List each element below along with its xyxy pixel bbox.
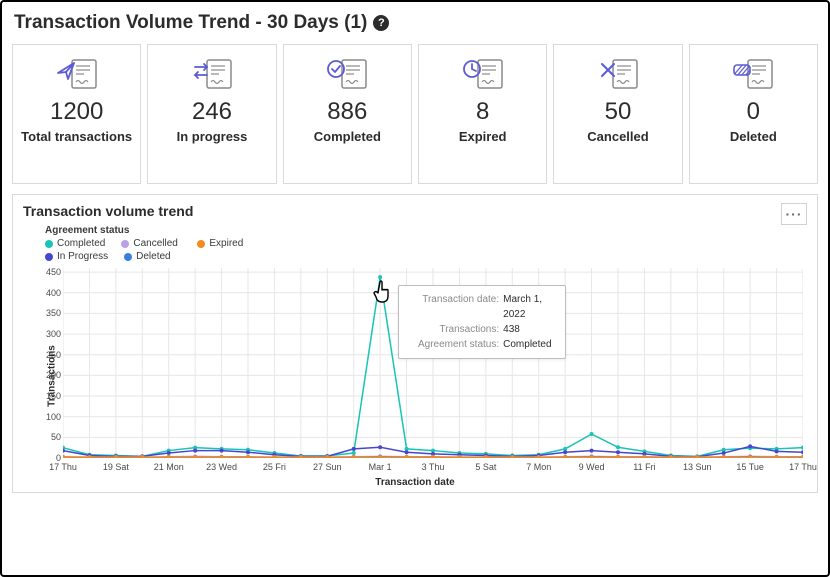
card-label: In progress: [177, 129, 248, 145]
legend-item[interactable]: Deleted: [124, 251, 184, 262]
card-label: Completed: [314, 129, 381, 145]
x-tick: 7 Mon: [526, 462, 551, 472]
deleted-icon: [730, 57, 776, 91]
card-deleted[interactable]: 0 Deleted: [689, 44, 818, 184]
card-completed[interactable]: 886 Completed: [283, 44, 412, 184]
legend-swatch: [124, 253, 132, 261]
x-tick: 3 Thu: [422, 462, 445, 472]
legend-item[interactable]: In Progress: [45, 251, 108, 262]
summary-cards: 1200 Total transactions 246 In progress …: [12, 44, 818, 184]
x-tick: 15 Tue: [736, 462, 764, 472]
y-tick: 250: [41, 350, 61, 360]
legend-swatch: [45, 253, 53, 261]
legend-item[interactable]: Expired: [197, 238, 257, 249]
card-value: 246: [192, 99, 232, 125]
x-tick: 25 Fri: [263, 462, 286, 472]
completed-icon: [324, 57, 370, 91]
inprogress-icon: [189, 57, 235, 91]
x-tick: 17 Thu: [789, 462, 817, 472]
card-value: 1200: [50, 99, 103, 125]
y-tick: 100: [41, 412, 61, 422]
cancelled-icon: [595, 57, 641, 91]
y-tick: 200: [41, 370, 61, 380]
legend-swatch: [45, 240, 53, 248]
card-value: 886: [327, 99, 367, 125]
y-tick: 300: [41, 329, 61, 339]
x-tick: 5 Sat: [475, 462, 496, 472]
expired-icon: [460, 57, 506, 91]
x-tick: 9 Wed: [579, 462, 605, 472]
legend-label: In Progress: [57, 251, 108, 262]
x-tick: Mar 1: [369, 462, 392, 472]
card-cancelled[interactable]: 50 Cancelled: [553, 44, 682, 184]
y-ticks: 050100150200250300350400450: [41, 268, 61, 458]
legend-item[interactable]: Completed: [45, 238, 105, 249]
x-ticks: 17 Thu19 Sat21 Mon23 Wed25 Fri27 SunMar …: [63, 462, 803, 474]
legend-swatch: [197, 240, 205, 248]
card-label: Total transactions: [21, 129, 132, 145]
card-label: Cancelled: [587, 129, 648, 145]
card-value: 8: [476, 99, 489, 125]
x-tick: 13 Sun: [683, 462, 712, 472]
legend-label: Deleted: [136, 251, 170, 262]
legend: Agreement status Completed Cancelled Expir…: [45, 225, 807, 262]
x-tick: 23 Wed: [206, 462, 237, 472]
help-icon[interactable]: ?: [373, 15, 389, 31]
overflow-menu-button[interactable]: ···: [781, 203, 807, 225]
chart-panel: Transaction volume trend ··· Agreement s…: [12, 194, 818, 493]
legend-item[interactable]: Cancelled: [121, 238, 181, 249]
x-tick: 17 Thu: [49, 462, 77, 472]
card-label: Expired: [459, 129, 507, 145]
plot[interactable]: Transaction date: March 1, 2022 Transact…: [63, 268, 803, 458]
y-tick: 50: [41, 432, 61, 442]
card-total[interactable]: 1200 Total transactions: [12, 44, 141, 184]
y-tick: 450: [41, 267, 61, 277]
card-label: Deleted: [730, 129, 777, 145]
card-expired[interactable]: 8 Expired: [418, 44, 547, 184]
legend-title: Agreement status: [45, 225, 807, 236]
x-axis-label: Transaction date: [375, 477, 454, 488]
card-value: 50: [605, 99, 632, 125]
chart-area: Transactions 050100150200250300350400450…: [23, 266, 807, 486]
x-tick: 11 Fri: [633, 462, 655, 472]
card-inprogress[interactable]: 246 In progress: [147, 44, 276, 184]
x-tick: 21 Mon: [154, 462, 184, 472]
y-tick: 400: [41, 288, 61, 298]
y-tick: 350: [41, 308, 61, 318]
legend-swatch: [121, 240, 129, 248]
legend-label: Cancelled: [133, 238, 177, 249]
card-value: 0: [747, 99, 760, 125]
chart-title: Transaction volume trend: [23, 203, 193, 219]
total-icon: [54, 57, 100, 91]
x-tick: 27 Sun: [313, 462, 342, 472]
x-tick: 19 Sat: [103, 462, 129, 472]
legend-label: Completed: [57, 238, 105, 249]
y-tick: 150: [41, 391, 61, 401]
page-title: Transaction Volume Trend - 30 Days (1): [14, 12, 367, 34]
legend-label: Expired: [209, 238, 243, 249]
